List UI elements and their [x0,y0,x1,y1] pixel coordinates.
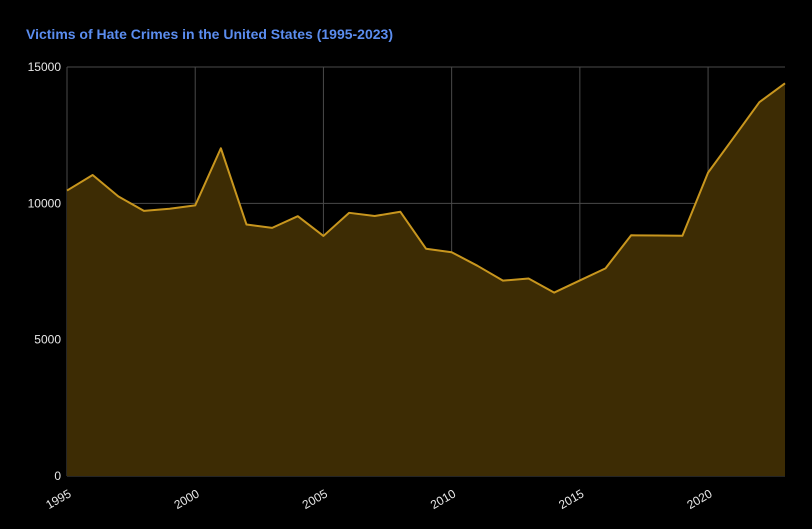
data-point-2018 [654,233,659,238]
x-axis-ticks: 1995 2000 2005 2010 2015 2020 [43,486,714,512]
data-point-2014 [552,290,557,295]
data-point-2017 [629,233,634,238]
data-point-2004 [295,214,300,219]
x-tick-label: 2005 [300,486,330,512]
x-tick-label: 2010 [428,486,458,512]
y-axis-ticks: 0 5000 10000 15000 [28,60,62,483]
data-point-1997 [116,194,121,199]
y-tick-label: 15000 [28,60,62,74]
data-point-2002 [244,222,249,227]
data-point-2001 [218,146,223,151]
data-point-2015 [577,278,582,283]
series-area-fill [67,83,785,477]
data-point-2007 [372,214,377,219]
x-tick-label: 2020 [684,486,714,512]
data-point-2012 [500,278,505,283]
data-point-2000 [193,203,198,208]
x-tick-label: 1995 [43,486,73,512]
x-tick-label: 2000 [172,486,202,512]
data-point-2020 [706,170,711,175]
data-point-2016 [603,266,608,271]
data-point-2011 [475,263,480,268]
data-point-1996 [90,173,95,178]
data-point-2019 [680,233,685,238]
y-tick-label: 10000 [28,196,62,210]
data-point-1999 [167,206,172,211]
y-tick-label: 0 [54,469,61,483]
data-point-1995 [65,188,70,193]
data-point-2010 [449,250,454,255]
data-point-2006 [347,210,352,215]
data-point-2005 [321,233,326,238]
y-tick-label: 5000 [34,333,61,347]
data-point-2008 [398,209,403,214]
x-tick-label: 2015 [556,486,586,512]
chart-title: Victims of Hate Crimes in the United Sta… [26,26,393,42]
series-line [66,82,786,294]
data-point-2009 [424,246,429,251]
data-point-2013 [526,276,531,281]
data-point-2022 [757,100,762,105]
data-point-2021 [731,135,736,140]
data-point-2003 [270,225,275,230]
data-point-2023 [783,81,788,86]
data-point-1998 [141,208,146,213]
